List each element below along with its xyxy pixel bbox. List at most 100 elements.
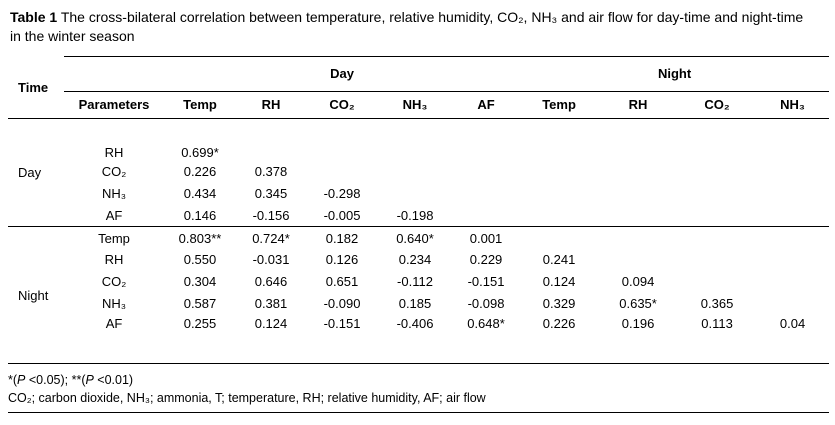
correlation-value: 0.635* xyxy=(619,296,657,312)
col-header-time: Time xyxy=(8,56,64,119)
time-group-label: Day xyxy=(8,118,64,228)
correlation-value: 0.094 xyxy=(621,274,655,290)
correlation-value: 0.724* xyxy=(252,230,290,246)
correlation-value: 0.304 xyxy=(183,274,217,290)
empty-cell xyxy=(678,227,756,249)
correlation-value: 0.185 xyxy=(398,296,432,312)
table-row: AF 0.255 0.124 -0.151 -0.406 0.648* 0.226 0.196… xyxy=(8,314,830,364)
empty-cell xyxy=(756,183,829,205)
table-body: Day RH 0.699* CO₂ 0.226 0.378 NH₃ 0.434 0.345 -0.… xyxy=(8,118,830,364)
correlation-value: 0.182 xyxy=(325,230,359,246)
footnote-line: *(P <0.05); **(P <0.01) xyxy=(8,372,134,387)
correlation-value: -0.198 xyxy=(378,204,452,228)
correlation-value: 0.255 xyxy=(164,314,236,364)
correlation-value: -0.298 xyxy=(323,186,361,202)
correlation-value: 0.434 xyxy=(183,186,217,202)
table-row: Day RH 0.699* xyxy=(8,118,829,228)
empty-cell xyxy=(452,204,521,228)
empty-cell xyxy=(598,161,678,183)
table-caption: Table 1 The cross-bilateral correlation … xyxy=(10,8,810,46)
parameter-label: Temp xyxy=(98,230,130,246)
correlation-value: 0.124 xyxy=(236,314,306,364)
correlation-value: 0.381 xyxy=(254,296,288,312)
correlation-value: 0.146 xyxy=(164,204,236,228)
empty-cell xyxy=(452,118,520,161)
empty-cell xyxy=(756,249,829,271)
empty-cell xyxy=(452,183,520,205)
empty-cell xyxy=(756,271,829,293)
col-header-day-af: AF xyxy=(452,91,521,119)
empty-cell xyxy=(378,118,452,161)
parameter-label: CO₂ xyxy=(101,164,127,180)
empty-cell xyxy=(756,118,829,161)
empty-cell xyxy=(598,249,678,271)
correlation-value: 0.113 xyxy=(678,314,757,364)
group-header-day: Day xyxy=(164,55,521,92)
empty-cell xyxy=(520,161,598,183)
parameter-label: AF xyxy=(64,204,164,228)
footnotes: *(P <0.05); **(P <0.01) CO₂; carbon dioxi… xyxy=(8,371,829,414)
col-header-night-co2: CO₂ xyxy=(678,91,757,119)
correlation-value: 0.365 xyxy=(700,296,734,312)
parameter-label: NH₃ xyxy=(101,186,127,202)
correlation-value: -0.151 xyxy=(467,274,505,290)
column-header-row: Parameters Temp RH CO₂ NH₃ AF Temp RH CO… xyxy=(8,91,830,119)
col-header-day-rh: RH xyxy=(236,91,306,119)
correlation-value: 0.651 xyxy=(325,274,359,290)
table-row: RH 0.550 -0.031 0.126 0.234 0.229 0.241 xyxy=(8,249,829,271)
empty-cell xyxy=(452,161,520,183)
col-header-day-co2: CO₂ xyxy=(306,91,378,119)
table-caption-text: The cross-bilateral correlation between … xyxy=(10,9,804,44)
empty-cell xyxy=(756,293,829,315)
empty-cell xyxy=(520,204,599,228)
table-header: Time Day Night Parameters Temp RH CO₂ NH… xyxy=(8,55,830,119)
table-row: CO₂ 0.226 0.378 xyxy=(8,161,829,183)
correlation-value: 0.229 xyxy=(469,252,503,268)
correlation-value: -0.090 xyxy=(323,296,361,312)
correlation-value: 0.226 xyxy=(183,164,217,180)
empty-cell xyxy=(306,161,378,183)
group-header-night: Night xyxy=(520,55,830,92)
correlation-value: -0.151 xyxy=(306,314,378,364)
correlation-value: 0.345 xyxy=(254,186,288,202)
table-row: NH₃ 0.434 0.345 -0.298 xyxy=(8,183,829,205)
col-header-night-temp: Temp xyxy=(520,91,599,119)
correlation-value: 0.126 xyxy=(325,252,359,268)
empty-cell xyxy=(678,118,756,161)
correlation-value: -0.156 xyxy=(236,204,306,228)
correlation-table: Time Day Night Parameters Temp RH CO₂ NH… xyxy=(8,55,830,364)
correlation-value: -0.031 xyxy=(252,252,290,268)
correlation-value: 0.196 xyxy=(598,314,679,364)
table-row: AF 0.146 -0.156 -0.005 -0.198 xyxy=(8,204,830,228)
correlation-value: -0.406 xyxy=(378,314,452,364)
correlation-value: 0.001 xyxy=(469,230,503,246)
table-row: Night Temp 0.803** 0.724* 0.182 0.640* 0.001 xyxy=(8,226,829,364)
col-header-parameters: Parameters xyxy=(64,91,164,119)
group-header-spacer xyxy=(64,55,164,92)
parameter-label: RH xyxy=(104,144,124,160)
correlation-value: 0.241 xyxy=(542,252,576,268)
col-header-day-nh3: NH₃ xyxy=(378,91,452,119)
table-row: NH₃ 0.587 0.381 -0.090 0.185 -0.098 0.329 0.635… xyxy=(8,293,829,315)
correlation-value: 0.803** xyxy=(178,230,222,246)
empty-cell xyxy=(756,227,829,249)
correlation-value: 0.550 xyxy=(183,252,217,268)
correlation-value: -0.098 xyxy=(467,296,505,312)
parameter-label: CO₂ xyxy=(101,274,127,290)
empty-cell xyxy=(598,204,679,228)
correlation-value: 0.648* xyxy=(452,314,521,364)
correlation-value: 0.646 xyxy=(254,274,288,290)
group-header-row: Time Day Night xyxy=(8,55,830,119)
correlation-value: 0.329 xyxy=(542,296,576,312)
correlation-value: 0.226 xyxy=(520,314,599,364)
empty-cell xyxy=(598,183,678,205)
empty-cell xyxy=(756,161,829,183)
empty-cell xyxy=(378,183,452,205)
empty-cell xyxy=(306,118,378,161)
table-row: CO₂ 0.304 0.646 0.651 -0.112 -0.151 0.124 0.094 xyxy=(8,271,829,293)
empty-cell xyxy=(678,183,756,205)
correlation-value: 0.378 xyxy=(254,164,288,180)
time-group-label: Night xyxy=(8,226,64,364)
empty-cell xyxy=(598,118,678,161)
